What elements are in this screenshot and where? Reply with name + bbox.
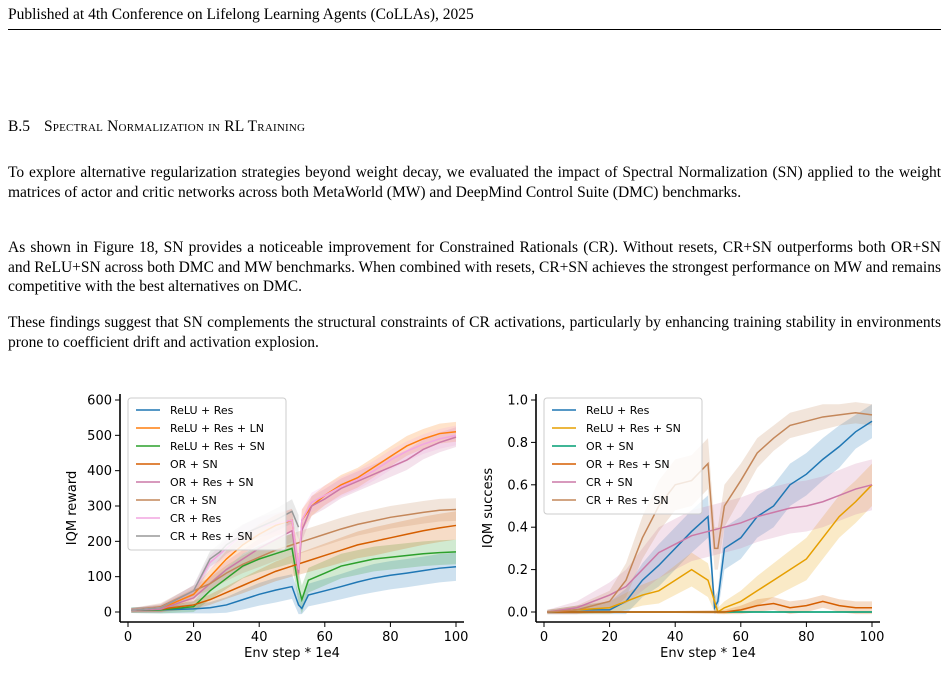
series-band-2: [131, 533, 456, 614]
x-tick-label-5: 100: [860, 630, 885, 645]
series-line-6: [131, 434, 457, 611]
paragraph-1: To explore alternative regularization st…: [8, 164, 941, 201]
series-line-5: [547, 411, 873, 613]
running-header: Published at 4th Conference on Lifelong …: [8, 6, 474, 23]
y-tick-label-0: 0.0: [507, 606, 528, 621]
paragraph-2: As shown in Figure 18, SN provides a not…: [8, 239, 941, 296]
x-tick-label-4: 80: [382, 630, 399, 645]
series-line-4: [547, 484, 873, 613]
y-tick-label-3: 0.6: [507, 478, 528, 493]
series-line-3: [547, 600, 872, 613]
x-tick-label-3: 60: [733, 630, 750, 645]
series-band-6: [131, 425, 456, 613]
legend-label-2: OR + SN: [586, 440, 634, 453]
legend-box: [543, 397, 703, 515]
legend-label-1: ReLU + Res + LN: [170, 422, 264, 435]
y-tick-label-5: 1.0: [507, 394, 528, 409]
x-tick-label-1: 20: [185, 630, 202, 645]
chart-iqm-success: 0 20 40 60 80 100 0.0 0.2 0.4 0.6 0.8 1.0 Env step *…: [481, 394, 885, 662]
section-heading: B.5 Spectral Normalization in RL Training: [8, 118, 305, 136]
legend-label-6: CR + Res: [170, 512, 221, 525]
y-tick-label-0: 0: [104, 606, 112, 621]
legend-box: [127, 397, 287, 551]
legend-label-5: CR + SN: [170, 494, 217, 507]
series-line-2: [131, 547, 457, 611]
legend-label-3: OR + SN: [170, 458, 218, 471]
x-tick-label-3: 60: [317, 630, 334, 645]
x-axis-label: Env step * 1e4: [660, 646, 756, 661]
legend-label-2: ReLU + Res + SN: [170, 440, 265, 453]
legend-label-0: ReLU + Res: [586, 404, 650, 417]
legend-label-1: ReLU + Res + SN: [586, 422, 681, 435]
x-tick-label-0: 0: [124, 630, 132, 645]
x-tick-label-4: 80: [798, 630, 815, 645]
x-tick-label-2: 40: [667, 630, 684, 645]
series-line-0: [547, 420, 873, 613]
section-number: B.5: [8, 118, 30, 135]
y-tick-label-1: 0.2: [507, 563, 528, 578]
legend-label-4: CR + SN: [586, 476, 633, 489]
y-tick-label-3: 300: [87, 500, 112, 515]
x-tick-label-5: 100: [444, 630, 469, 645]
series-band-1: [547, 463, 872, 615]
series-band-3: [547, 595, 872, 615]
chart-iqm-reward: 0 20 40 60 80 100 0 100 200 300 400 500 600 Env step …: [65, 394, 469, 662]
y-tick-label-1: 100: [87, 570, 112, 585]
legend-label-3: OR + Res + SN: [586, 458, 670, 471]
section-title: Spectral Normalization in RL Training: [43, 118, 306, 135]
legend-label-7: CR + Res + SN: [170, 530, 253, 543]
y-axis-label: IQM reward: [65, 471, 80, 545]
series-line-3: [131, 524, 457, 611]
y-tick-label-6: 600: [87, 394, 112, 409]
y-tick-label-2: 0.4: [507, 521, 528, 536]
series-line-5: [131, 508, 457, 611]
y-tick-label-4: 400: [87, 464, 112, 479]
y-tick-label-4: 0.8: [507, 436, 528, 451]
x-tick-label-0: 0: [540, 630, 548, 645]
legend-label-0: ReLU + Res: [170, 404, 234, 417]
series-line-0: [131, 566, 457, 611]
y-tick-label-5: 500: [87, 429, 112, 444]
series-band-5: [547, 402, 872, 615]
x-tick-label-2: 40: [251, 630, 268, 645]
paragraph-3: These findings suggest that SN complemen…: [8, 314, 941, 351]
x-axis-label: Env step * 1e4: [244, 646, 340, 661]
x-tick-label-1: 20: [601, 630, 618, 645]
y-tick-label-2: 200: [87, 535, 112, 550]
legend-label-4: OR + Res + SN: [170, 476, 254, 489]
series-band-0: [131, 552, 456, 615]
y-axis-label: IQM success: [481, 468, 496, 548]
header-rule: [8, 29, 941, 30]
legend-label-5: CR + Res + SN: [586, 494, 669, 507]
